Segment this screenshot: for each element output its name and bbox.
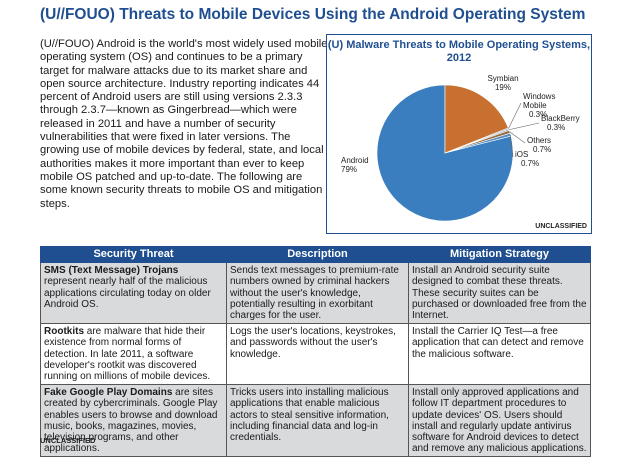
threat-name: SMS (Text Message) Trojans (44, 265, 179, 277)
pie-value-symbian: 19% (495, 83, 511, 92)
description-cell: Logs the user's locations, keystrokes, a… (226, 323, 409, 386)
pie-label-windows-mobile: Mobile (523, 101, 547, 110)
chart-box: (U) Malware Threats to Mobile Operating … (326, 34, 592, 234)
pie-label-symbian: Symbian (487, 74, 518, 83)
pie-label-android: Android (341, 156, 369, 165)
page-classification-marking: UNCLASSIFIED (40, 436, 96, 445)
threat-cell: Rootkits are malware that hide their exi… (40, 323, 227, 386)
table-row: Rootkits are malware that hide their exi… (40, 323, 591, 386)
mitigation-cell: Install only approved applications and f… (408, 384, 591, 457)
pie-value-ios: 0.7% (521, 159, 539, 168)
chart-classification-marking: UNCLASSIFIED (535, 223, 587, 230)
pie-slice-symbian (444, 84, 509, 154)
threat-name: Rootkits (44, 326, 84, 338)
page-title: (U//FOUO) Threats to Mobile Devices Usin… (40, 6, 586, 23)
mitigation-cell: Install an Android security suite design… (408, 262, 591, 325)
pie-label-ios: iOS (515, 150, 528, 159)
pie-leader-windows-mobile (508, 102, 522, 129)
threat-text: are malware that hide their existence fr… (44, 326, 211, 383)
table-row: SMS (Text Message) Trojans represent nea… (40, 262, 591, 325)
header-description: Description (226, 245, 409, 264)
header-security-threat: Security Threat (40, 245, 227, 264)
threat-name: Fake Google Play Domains (44, 387, 173, 399)
description-cell: Tricks users into installing malicious a… (226, 384, 409, 457)
chart-title: (U) Malware Threats to Mobile Operating … (327, 39, 591, 64)
pie-value-others: 0.7% (533, 145, 551, 154)
threat-text: represent nearly half of the malicious a… (44, 276, 211, 310)
pie-value-windows-mobile: 0.3% (529, 110, 547, 119)
pie-value-blackberry: 0.3% (547, 123, 565, 132)
pie-value-android: 79% (341, 165, 357, 174)
pie-leader-blackberry (508, 122, 540, 131)
table-header-row: Security Threat Description Mitigation S… (40, 245, 591, 264)
header-mitigation-strategy: Mitigation Strategy (408, 245, 591, 264)
pie-leader-ios (510, 134, 514, 158)
pie-label-blackberry: BlackBerry (541, 114, 580, 123)
threat-cell: SMS (Text Message) Trojans represent nea… (40, 262, 227, 325)
pie-chart: Android79%Symbian19%WindowsMobile0.3%Bla… (341, 74, 580, 222)
threats-table: Security Threat Description Mitigation S… (40, 245, 591, 457)
threat-cell: Fake Google Play Domains are sites creat… (40, 384, 227, 457)
mitigation-cell: Install the Carrier IQ Test—a free appli… (408, 323, 591, 386)
pie-label-windows-mobile: Windows (523, 92, 555, 101)
pie-leader-others (509, 131, 526, 144)
description-cell: Sends text messages to premium-rate numb… (226, 262, 409, 325)
intro-paragraph: (U//FOUO) Android is the world's most wi… (40, 38, 328, 210)
pie-label-others: Others (527, 136, 551, 145)
table-row: Fake Google Play Domains are sites creat… (40, 384, 591, 457)
